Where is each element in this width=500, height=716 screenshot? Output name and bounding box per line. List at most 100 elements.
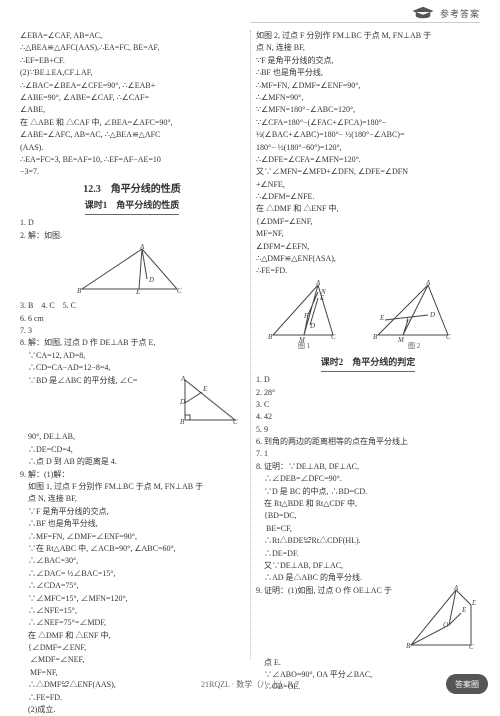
- fig-label-1: 图 1: [298, 342, 311, 350]
- text-line: 8. 证明：∵DE⊥AB, DF⊥AC,: [256, 461, 480, 473]
- text-line: 8. 解：如图, 过点 D 作 DE⊥AB 于点 E,: [20, 337, 244, 349]
- text-line: ∠ABE=∠AFC, AB=AC, ∴△BEA≌△AFC: [20, 129, 244, 141]
- lesson-2-label: 课时2 角平分线的判定: [321, 356, 416, 372]
- text-line: ∴Rt△BDE≌Rt△CDF(HL).: [256, 535, 480, 547]
- svg-text:C: C: [177, 287, 182, 294]
- text-line: 点 E.: [256, 657, 480, 669]
- text-line: 在 △DMF 和 △ENF 中,: [256, 203, 480, 215]
- watermark-badge: 答案圈: [446, 674, 488, 694]
- svg-text:A: A: [315, 280, 321, 287]
- svg-text:A: A: [139, 244, 145, 251]
- svg-text:F: F: [303, 312, 309, 320]
- header-rule: [250, 22, 480, 23]
- svg-text:B: B: [373, 333, 378, 341]
- text-line: 6. 到角的两边的距离相等的点在角平分线上: [256, 436, 480, 448]
- svg-text:D: D: [309, 322, 315, 330]
- svg-text:A: A: [453, 585, 459, 592]
- svg-text:C: C: [233, 418, 238, 425]
- svg-text:F: F: [405, 316, 411, 324]
- figure-triangle-1: BADEC: [20, 244, 244, 298]
- text-line: ∴∠BAC=∠BEA=∠CFE=90°, ∴∠EAB+: [20, 80, 244, 92]
- text-line: 在 Rt△BDE 和 Rt△CDF 中,: [256, 498, 480, 510]
- svg-text:B: B: [268, 333, 273, 341]
- text-line: 在 △ABE 和 △CAF 中, ∠BEA=∠AFC=90°,: [20, 117, 244, 129]
- text-line: BE=CF,: [256, 523, 480, 535]
- text-line: {BD=DC,: [256, 510, 480, 522]
- lesson-1-label: 课时1 角平分线的性质: [85, 199, 180, 215]
- text-line: ∴MF=FN, ∠DMF=∠ENF=90°,: [20, 531, 244, 543]
- left-column: ∠EBA=∠CAF, AB=AC, ∴△BEA≌△AFC(AAS),∴EA=FC…: [14, 30, 250, 664]
- text-line: 1. D: [256, 374, 480, 386]
- svg-text:E: E: [379, 314, 385, 322]
- text-line: 1. D: [20, 217, 244, 229]
- svg-text:D: D: [180, 398, 185, 406]
- text-line: 9. 解：(1)解：: [20, 469, 244, 481]
- text-line: 7. 3: [20, 325, 244, 337]
- text-line: 如图 1, 过点 F 分别作 FM⊥BC 于点 M, FN⊥AB 于: [20, 481, 244, 493]
- svg-text:C: C: [446, 333, 451, 341]
- text-line: ∴CD=CA−AD=12−8=4,: [20, 362, 244, 374]
- text-line: 在 △DMF 和 △ENF 中,: [20, 630, 244, 642]
- text-line: ∴FE=FD.: [20, 692, 244, 704]
- svg-text:B: B: [180, 418, 185, 425]
- svg-text:D: D: [429, 311, 435, 319]
- text-line: 90°, DE⊥AB,: [20, 431, 244, 443]
- text-line: ∵CA=12, AD=8,: [20, 350, 244, 362]
- text-line: ∴∠DFM=∠NFE.: [256, 191, 480, 203]
- text-line: ∴MF=FN, ∠DMF=∠ENF=90°,: [256, 80, 480, 92]
- text-line: 5. 9: [256, 424, 480, 436]
- text-line: ∵∠MFN=180°−∠ABC=120°,: [256, 104, 480, 116]
- text-line: ∴BF 也是角平分线,: [256, 67, 480, 79]
- svg-text:A: A: [180, 375, 186, 383]
- text-line: −3=7.: [20, 166, 244, 178]
- text-line: ∴BF 也是角平分线,: [20, 518, 244, 530]
- fig-label-2: 图 2: [408, 342, 421, 350]
- lesson-1-heading: 课时1 角平分线的性质: [20, 199, 244, 217]
- text-line: ∴∠DAC= ½∠BAC=15°,: [20, 568, 244, 580]
- text-line: ∠ABE=90°, ∠ABE=∠CAF, ∴∠CAF=: [20, 92, 244, 104]
- svg-text:N: N: [320, 288, 326, 296]
- text-line: 3. C: [256, 399, 480, 411]
- figure-pair: BCA EDMNF BCA EDMF 图 1 图 2: [256, 280, 480, 354]
- text-line: 6. 6 cm: [20, 313, 244, 325]
- text-line: ∵∠CFA=180°−(∠FAC+∠FCA)=180°−: [256, 117, 480, 129]
- text-line: ∠DFM=∠EFN,: [256, 241, 480, 253]
- svg-text:M: M: [397, 336, 405, 344]
- text-line: ∴∠CDA=75°,: [20, 580, 244, 592]
- page-header: 参考答案: [412, 6, 480, 20]
- text-line: MF=NF,: [20, 667, 244, 679]
- text-line: ∵D 是 BC 的中点, ∴BD=CD.: [256, 486, 480, 498]
- text-line: 又∵DE⊥AB, DF⊥AC,: [256, 560, 480, 572]
- text-line: ∴△BEA≌△AFC(AAS),∴EA=FC, BE=AF,: [20, 42, 244, 54]
- text-line: ∠MDF=∠NEF,: [20, 654, 244, 666]
- text-line: ∴EF=EB+CF.: [20, 55, 244, 67]
- text-line: {∠DMF=∠ENF,: [20, 642, 244, 654]
- svg-text:C: C: [331, 333, 336, 341]
- content-columns: ∠EBA=∠CAF, AB=AC, ∴△BEA≌△AFC(AAS),∴EA=FC…: [14, 30, 486, 664]
- text-line: 7. 1: [256, 448, 480, 460]
- svg-text:C: C: [469, 643, 474, 650]
- text-line: 180°− ½(180°−60°)=120°,: [256, 142, 480, 154]
- svg-text:D: D: [148, 276, 154, 284]
- lesson-2-heading: 课时2 角平分线的判定: [256, 356, 480, 374]
- text-line: +∠NFE,: [256, 179, 480, 191]
- text-line: ∴△DMF≌△ENF(ASA),: [256, 253, 480, 265]
- text-line: ∴点 D 到 AB 的距离是 4.: [20, 456, 244, 468]
- text-line: ∠ABE,: [20, 104, 244, 116]
- text-line: ∴AD 是△ABC 的角平分线.: [256, 572, 480, 584]
- text-line: 点 N, 连接 BF,: [256, 42, 480, 54]
- right-column: 如图 2, 过点 F 分别作 FM⊥BC 于点 M, FN⊥AB 于 点 N, …: [250, 30, 486, 664]
- svg-text:E: E: [461, 606, 467, 614]
- text-line: ∵F 是角平分线的交点,: [20, 506, 244, 518]
- text-line: (AAS).: [20, 142, 244, 154]
- text-line: ∴∠NFE=15°,: [20, 605, 244, 617]
- text-line: 3. B 4. C 5. C: [20, 300, 244, 312]
- text-line: 又∵∠MFN=∠MFD+∠DFN, ∠DFE=∠DFN: [256, 166, 480, 178]
- text-line: ∴∠DFE=∠CFA=∠MFN=120°.: [256, 154, 480, 166]
- text-line: ∴FE=FD.: [256, 265, 480, 277]
- text-line: MF=NF,: [256, 228, 480, 240]
- text-line: {∠DMF=∠ENF,: [256, 216, 480, 228]
- text-line: ∴DE=DF.: [256, 548, 480, 560]
- text-line: (2)∵BE⊥EA,CF⊥AF,: [20, 67, 244, 79]
- svg-text:A: A: [425, 280, 431, 287]
